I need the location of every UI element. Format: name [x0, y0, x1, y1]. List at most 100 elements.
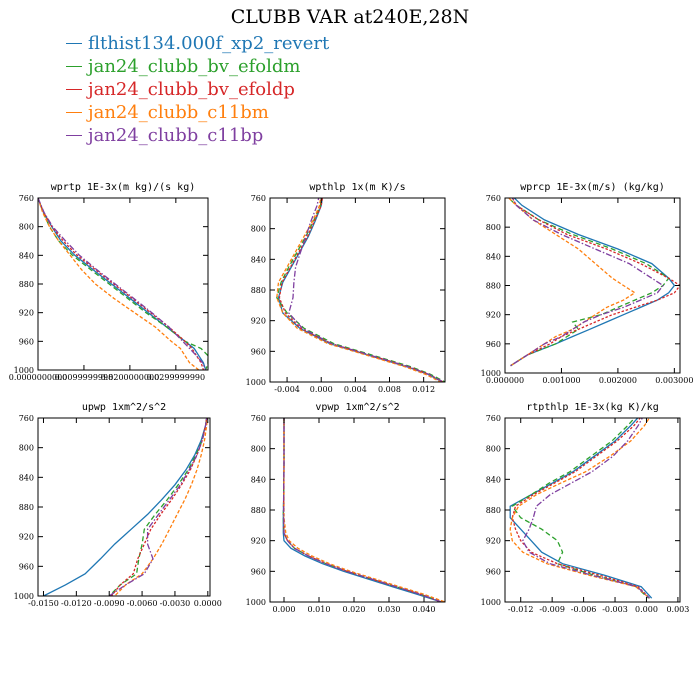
- series-line: [282, 418, 442, 602]
- x-tick-label: -0.0120: [61, 599, 92, 608]
- y-tick-label: 800: [251, 225, 266, 234]
- x-tick-label: 0.040: [413, 605, 436, 614]
- legend-item: jan24_clubb_c11bp: [66, 124, 329, 147]
- y-tick-label: 920: [251, 317, 266, 326]
- series-line: [507, 198, 670, 367]
- panel-title: rtpthlp 1E-3x(kg K)/kg: [526, 402, 658, 413]
- x-tick-label: -0.0090: [94, 599, 125, 608]
- series-line: [43, 418, 208, 596]
- y-tick-label: 920: [486, 537, 501, 546]
- chart-panel: upwp 1xm^2/s^27608008408809209601000-0.0…: [14, 402, 222, 608]
- y-tick-label: 1000: [246, 598, 266, 607]
- series-line: [278, 198, 444, 382]
- x-tick-label: 0.030: [378, 605, 401, 614]
- y-tick-label: 840: [251, 475, 266, 484]
- y-tick-label: 880: [251, 506, 266, 515]
- y-tick-label: 1000: [14, 592, 34, 601]
- panel-title: wpthlp 1x(m K)/s: [309, 182, 405, 193]
- y-tick-label: 920: [19, 309, 34, 318]
- series-line: [108, 418, 208, 596]
- series-line: [288, 198, 444, 382]
- y-tick-label: 920: [486, 311, 501, 320]
- series-line: [110, 418, 208, 596]
- x-tick-label: 0.004: [344, 385, 367, 394]
- y-tick-label: 960: [19, 562, 34, 571]
- panel-title: vpwp 1xm^2/s^2: [315, 402, 399, 413]
- x-tick-label: 0.0299999990: [147, 373, 206, 382]
- y-tick-label: 1000: [481, 598, 501, 607]
- y-tick-label: 760: [251, 194, 266, 203]
- y-tick-label: 960: [486, 567, 501, 576]
- legend-label: jan24_clubb_c11bp: [88, 125, 264, 146]
- series-line: [114, 418, 208, 596]
- x-tick-label: 0.0000000000: [9, 373, 68, 382]
- y-tick-label: 920: [19, 533, 34, 542]
- x-tick-label: 0.010: [308, 605, 331, 614]
- series-line: [522, 418, 651, 599]
- series-line: [511, 418, 651, 599]
- plot-frame: [37, 197, 209, 371]
- series-line: [283, 418, 442, 602]
- legend: flthist134.000f_xp2_revert jan24_clubb_bv…: [66, 32, 329, 147]
- legend-label: flthist134.000f_xp2_revert: [88, 33, 330, 54]
- series-line: [507, 198, 636, 367]
- legend-label: jan24_clubb_bv_efoldm: [88, 56, 301, 77]
- legend-swatch: [66, 66, 82, 67]
- x-tick-label: 0.001000: [542, 376, 580, 385]
- legend-label: jan24_clubb_c11bm: [88, 102, 269, 123]
- series-line: [510, 198, 665, 367]
- chart-panel: rtpthlp 1E-3x(kg K)/kg 760 800 840 880 920 960…: [481, 402, 690, 614]
- y-tick-label: 960: [486, 340, 501, 349]
- series-line: [510, 198, 676, 367]
- y-tick-label: 880: [486, 506, 501, 515]
- chart-panel: wprcp 1E-3x(m/s) (kg/kg) 760 800 840 880 920 9…: [481, 182, 694, 385]
- series-line: [282, 418, 442, 602]
- legend-item: flthist134.000f_xp2_revert: [66, 32, 329, 55]
- y-tick-label: 1000: [246, 378, 266, 387]
- series-line: [108, 418, 208, 596]
- plot-frame: [269, 417, 446, 603]
- x-tick-label: 0.003: [666, 605, 689, 614]
- y-tick-label: 960: [251, 347, 266, 356]
- y-tick-label: 800: [19, 444, 34, 453]
- panel-title: wprtp 1E-3x(m kg)/(s kg): [51, 182, 196, 193]
- series-line: [509, 418, 653, 599]
- series-line: [38, 198, 200, 370]
- x-tick-label: -0.012: [508, 605, 534, 614]
- y-tick-label: 800: [486, 445, 501, 454]
- x-tick-label: -0.004: [274, 385, 300, 394]
- y-tick-label: 840: [486, 475, 501, 484]
- plot-frame: [37, 417, 211, 597]
- x-tick-label: 0.000: [310, 385, 333, 394]
- series-line: [38, 198, 207, 370]
- y-tick-label: 760: [19, 194, 34, 203]
- y-tick-label: 880: [19, 280, 34, 289]
- series-line: [283, 418, 442, 602]
- y-tick-label: 760: [251, 414, 266, 423]
- y-tick-label: 960: [251, 567, 266, 576]
- series-line: [510, 198, 680, 367]
- legend-swatch: [66, 112, 82, 113]
- plot-frame: [269, 197, 446, 383]
- series-line: [277, 198, 443, 382]
- chart-panel: vpwp 1xm^2/s^2 760 800 840 880 920 960 1000 0.00…: [246, 402, 446, 614]
- chart-panel: wprtp 1E-3x(m kg)/(s kg) 760 800 840 880 920 9…: [9, 182, 209, 382]
- y-tick-label: 760: [486, 194, 501, 203]
- x-tick-label: 0.000000: [486, 376, 524, 385]
- y-tick-label: 760: [19, 414, 34, 423]
- y-tick-label: 920: [251, 537, 266, 546]
- series-line: [38, 198, 208, 370]
- y-tick-label: 880: [251, 286, 266, 295]
- x-tick-label: 0.020: [343, 605, 366, 614]
- y-tick-label: 840: [19, 251, 34, 260]
- legend-label: jan24_clubb_bv_efoldp: [88, 79, 295, 100]
- series-line: [511, 418, 650, 599]
- x-tick-label: -0.003: [602, 605, 628, 614]
- panel-title: wprcp 1E-3x(m/s) (kg/kg): [520, 182, 665, 193]
- x-tick-label: 0.0000: [194, 599, 222, 608]
- legend-item: jan24_clubb_c11bm: [66, 101, 329, 124]
- series-line: [276, 198, 441, 382]
- y-tick-label: 960: [19, 337, 34, 346]
- legend-item: jan24_clubb_bv_efoldp: [66, 78, 329, 101]
- x-tick-label: 0.003000: [655, 376, 693, 385]
